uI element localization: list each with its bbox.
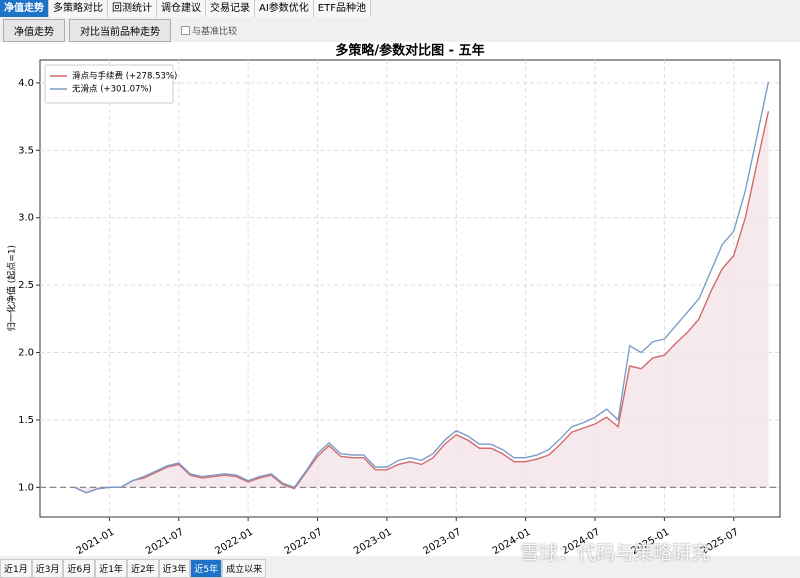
tab[interactable]: ETF品种池 (313, 0, 371, 17)
x-tick-label: 2021-07 (144, 527, 186, 556)
period-bar: 近1月 近3月 近6月 近1年 近2年 近3年 近5年 成立以来 (0, 559, 267, 578)
y-tick-label: 1.0 (18, 482, 34, 493)
area-fill (74, 111, 769, 493)
tab[interactable]: 回测统计 (108, 0, 157, 17)
y-axis-label: 归一化净值 (起点=1) (6, 245, 18, 331)
legend-box (44, 64, 174, 104)
y-tick-label: 1.5 (18, 415, 34, 426)
y-tick-label: 3.5 (18, 145, 34, 156)
x-tick-label: 2022-07 (283, 527, 325, 556)
checkbox[interactable]: 与基准比较 (181, 24, 237, 37)
legend-label: 无滑点 (+301.07%) (72, 84, 152, 95)
series-line (74, 111, 770, 494)
tab[interactable]: 多策略对比 (49, 0, 108, 17)
tab-bar: 净值走势 多策略对比 回测统计 调仓建议 交易记录 AI参数优化 ETF品种池 (0, 0, 371, 17)
tab[interactable]: 交易记录 (206, 0, 255, 17)
toolbar: 净值走势 对比当前品种走势 与基准比较 (0, 18, 800, 42)
checkbox-label: 与基准比较 (192, 26, 238, 37)
period-tab[interactable]: 近1月 (0, 559, 32, 578)
y-tick-label: 3.0 (18, 213, 34, 224)
y-tick-label: 4.0 (18, 78, 34, 89)
button[interactable]: 净值走势 (3, 18, 65, 42)
x-tick-label: 2023-07 (422, 527, 464, 556)
chart: 多策略/参数对比图 - 五年 归一化净值 (起点=1) 1.0 1.5 2.0 2.5… (0, 42, 800, 556)
y-tick-label: 2.5 (18, 280, 34, 291)
period-tab[interactable]: 近3年 (158, 559, 191, 578)
chart-title: 多策略/参数对比图 - 五年 (335, 43, 484, 59)
y-tick-label: 2.0 (18, 348, 34, 359)
period-tab[interactable]: 近6月 (63, 559, 96, 578)
x-tick-label: 2021-01 (75, 527, 117, 556)
watermark: 雪球：代码与策略研究 (520, 542, 711, 564)
x-tick-label: 2022-01 (213, 527, 255, 556)
tab[interactable]: 调仓建议 (157, 0, 206, 17)
tab[interactable]: AI参数优化 (255, 0, 314, 17)
period-tab[interactable]: 成立以来 (222, 559, 267, 578)
button[interactable]: 对比当前品种走势 (69, 18, 171, 42)
period-tab[interactable]: 近2年 (126, 559, 159, 578)
period-tab[interactable]: 近5年 (190, 559, 223, 578)
x-tick-label: 2023-01 (352, 527, 394, 556)
period-tab[interactable]: 近3月 (31, 559, 64, 578)
tab[interactable]: 净值走势 (0, 0, 49, 17)
series-line (74, 81, 770, 494)
legend-label: 滑点与手续费 (+278.53%) (72, 71, 177, 82)
period-tab[interactable]: 近1年 (95, 559, 127, 578)
